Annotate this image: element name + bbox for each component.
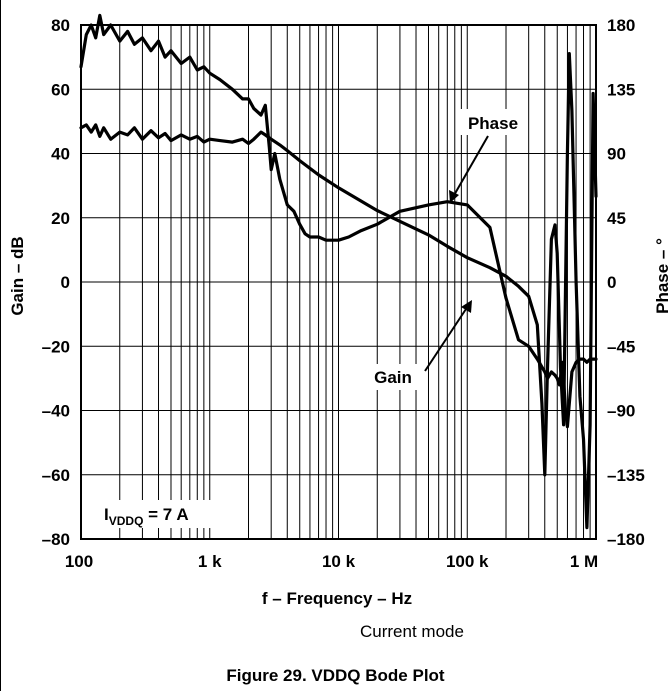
y2-tick-label: –135 (607, 466, 645, 485)
y-tick-label: –80 (42, 530, 70, 549)
y2-tick-label: –180 (607, 530, 645, 549)
gain-annotation-arrow (424, 305, 469, 372)
condition-rest: = 7 A (143, 505, 188, 524)
y-tick-label: 20 (51, 209, 70, 228)
y2-tick-label: 45 (607, 209, 626, 228)
y-axis-title: Gain – dB (8, 236, 27, 315)
y2-tick-label: 180 (607, 16, 635, 35)
phase-label-box (458, 109, 528, 135)
phase-arrowhead (449, 190, 459, 203)
page-border (0, 0, 1, 691)
y2-tick-label: 135 (607, 80, 635, 99)
gain-arrowhead (461, 300, 472, 313)
grid (81, 25, 596, 539)
phase-annotation-arrow (452, 135, 489, 198)
condition-annotation: IVDDQ = 7 A (104, 505, 189, 528)
x-tick-label: 1 M (570, 552, 598, 571)
condition-subscript: VDDQ (109, 514, 144, 528)
plot-frame (80, 24, 597, 540)
gain-series-line (79, 13, 598, 429)
x-tick-label: 1 k (198, 552, 222, 571)
condition-label-box (98, 500, 222, 528)
y2-axis-title: Phase – ° (653, 238, 671, 314)
y-tick-label: 40 (51, 145, 70, 164)
condition-main: I (104, 505, 109, 524)
y2-tick-label: 0 (607, 273, 616, 292)
y-tick-label: –40 (42, 402, 70, 421)
y-tick-label: –20 (42, 337, 70, 356)
gain-annotation-label: Gain (374, 368, 412, 387)
mode-note: Current mode (360, 622, 464, 641)
figure-caption: Figure 29. VDDQ Bode Plot (226, 666, 445, 685)
y-tick-label: 60 (51, 80, 70, 99)
y2-tick-label: –90 (607, 402, 635, 421)
y-tick-label: –60 (42, 466, 70, 485)
curves (79, 13, 598, 530)
x-tick-label: 100 (65, 552, 93, 571)
phase-series-line (79, 51, 598, 530)
gain-label-box (364, 364, 422, 390)
x-tick-label: 10 k (322, 552, 356, 571)
y-tick-label: 0 (61, 273, 70, 292)
x-axis-title: f – Frequency – Hz (262, 589, 412, 608)
y-tick-label: 80 (51, 16, 70, 35)
y2-tick-label: 90 (607, 145, 626, 164)
tick-labels: 100 1 k 10 k 100 k 1 M 80 60 40 20 0 –20 –40 –60 –80 1… (42, 16, 645, 571)
phase-annotation-label: Phase (468, 114, 518, 133)
y2-tick-label: –45 (607, 337, 635, 356)
x-tick-label: 100 k (446, 552, 489, 571)
